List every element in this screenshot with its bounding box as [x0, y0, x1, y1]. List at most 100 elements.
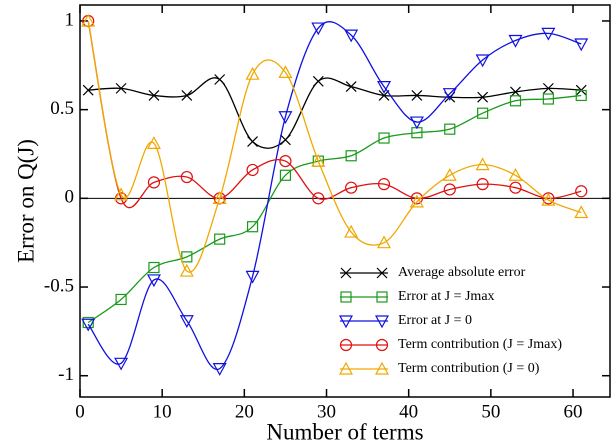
marker — [377, 235, 392, 249]
marker — [81, 13, 96, 27]
marker — [345, 181, 358, 194]
marker — [542, 93, 554, 105]
marker — [575, 185, 588, 198]
series-line — [87, 94, 582, 324]
marker — [410, 192, 423, 205]
marker — [114, 357, 129, 371]
marker — [443, 183, 456, 196]
marker — [115, 82, 127, 94]
marker — [247, 136, 258, 148]
marker — [82, 316, 94, 329]
marker — [214, 74, 226, 85]
marker — [375, 338, 389, 352]
marker — [475, 54, 490, 68]
marker — [245, 66, 260, 80]
x-tick-label: 50 — [481, 401, 500, 422]
legend-label: Term contribution (J = 0) — [398, 361, 540, 376]
marker — [574, 38, 589, 52]
x-tick-label: 60 — [564, 401, 583, 422]
x-tick-label: 30 — [317, 401, 336, 422]
marker — [180, 170, 193, 184]
marker — [574, 205, 589, 219]
marker — [344, 29, 359, 43]
marker — [312, 192, 325, 205]
marker — [345, 81, 357, 93]
marker — [377, 80, 392, 94]
marker — [477, 91, 489, 103]
marker — [179, 263, 194, 277]
marker — [278, 111, 293, 124]
marker — [340, 267, 352, 279]
marker — [339, 338, 353, 352]
marker — [475, 157, 490, 171]
marker — [148, 90, 160, 101]
marker — [246, 221, 259, 233]
marker — [146, 136, 161, 149]
marker — [376, 291, 388, 303]
marker — [279, 154, 292, 168]
y-tick-label: -0.5 — [44, 275, 74, 296]
legend-label: Error at J = Jmax — [398, 289, 495, 304]
marker — [509, 95, 522, 107]
marker — [376, 267, 388, 279]
marker — [542, 82, 554, 94]
marker — [477, 107, 489, 119]
y-tick-label: 0 — [65, 187, 75, 208]
marker — [378, 132, 390, 144]
marker — [280, 134, 291, 146]
marker — [82, 84, 94, 96]
marker — [345, 150, 357, 162]
marker — [279, 169, 292, 181]
marker — [509, 181, 522, 194]
marker — [81, 318, 96, 332]
plot-frame — [79, 4, 611, 398]
marker — [338, 315, 354, 329]
marker — [214, 233, 226, 245]
marker — [245, 270, 260, 284]
marker — [278, 65, 293, 79]
marker — [476, 178, 489, 191]
marker — [212, 191, 227, 204]
x-tick-label: 0 — [75, 401, 85, 422]
marker — [374, 315, 390, 329]
marker — [181, 90, 193, 101]
marker — [311, 22, 326, 36]
marker — [444, 123, 456, 135]
marker — [409, 194, 424, 208]
marker — [246, 163, 259, 177]
marker — [541, 192, 556, 206]
marker — [442, 168, 457, 181]
marker — [212, 363, 227, 376]
series-line — [87, 20, 582, 209]
marker — [148, 261, 160, 274]
marker — [374, 361, 390, 375]
marker — [575, 89, 587, 102]
y-tick-label: 0.5 — [50, 98, 74, 119]
series-line — [88, 77, 582, 149]
marker — [409, 116, 424, 130]
y-tick-label: -1 — [58, 364, 74, 385]
marker — [311, 153, 326, 167]
y-tick-label: 1 — [65, 9, 75, 30]
x-tick-label: 10 — [153, 401, 172, 422]
marker — [338, 361, 354, 375]
marker — [340, 291, 352, 303]
marker — [508, 34, 523, 48]
x-axis-label: Number of terms — [266, 419, 423, 444]
legend-label: Average absolute error — [398, 265, 526, 280]
marker — [114, 187, 129, 201]
legend-label: Term contribution (J = Jmax) — [398, 337, 562, 352]
x-tick-label: 40 — [399, 401, 418, 422]
series-line — [87, 20, 582, 273]
marker — [541, 27, 556, 41]
y-axis-label: Error on Q(J) — [13, 139, 38, 263]
legend-label: Error at J = 0 — [398, 313, 472, 328]
marker — [508, 168, 523, 181]
marker — [542, 192, 555, 205]
marker — [179, 315, 194, 328]
marker — [442, 88, 457, 101]
x-tick-label: 20 — [235, 401, 254, 422]
marker — [115, 293, 127, 306]
marker — [411, 90, 423, 101]
